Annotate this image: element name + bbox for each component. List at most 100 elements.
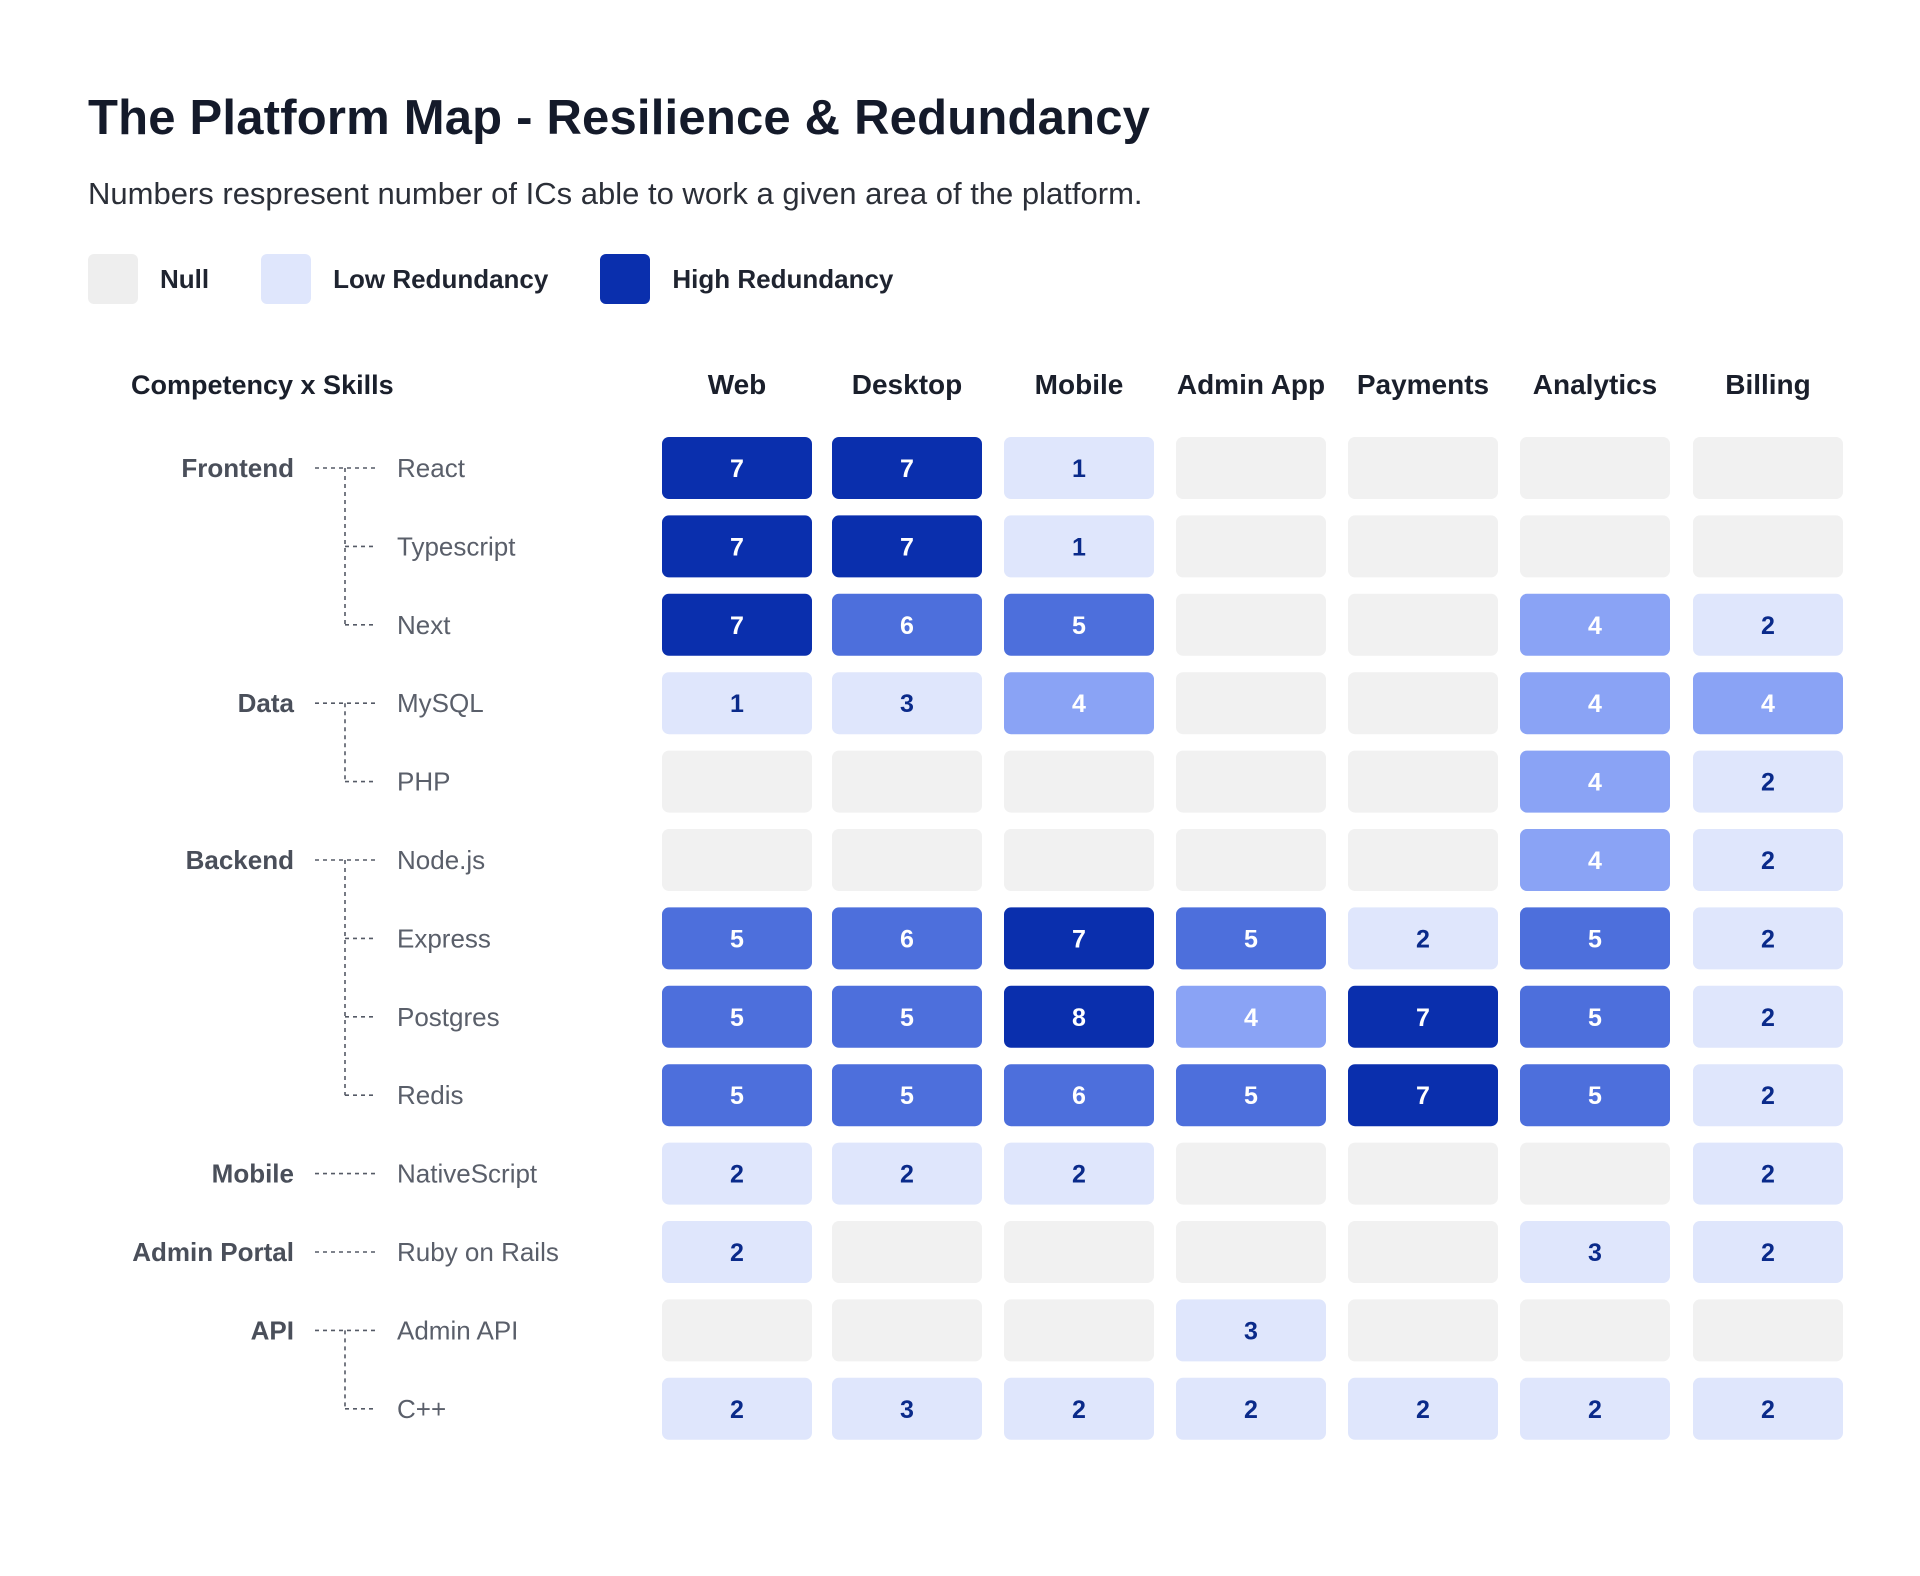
heatmap-cell	[662, 1221, 812, 1283]
row-label: Typescript	[397, 531, 516, 561]
heatmap-cell	[1004, 1377, 1154, 1440]
cell-value-label: 5	[1244, 1082, 1258, 1110]
cell-value-label: 5	[1588, 1082, 1602, 1110]
row-label: C++	[397, 1394, 446, 1424]
cell-value-label: 2	[1761, 1396, 1775, 1424]
cell-value-label: 2	[1761, 612, 1775, 640]
heatmap-cell	[662, 829, 812, 891]
cell-value-label: 2	[1416, 925, 1430, 953]
heatmap-cell	[1004, 829, 1154, 891]
cell-value-label: 4	[1588, 847, 1602, 875]
heatmap-cell	[1348, 985, 1498, 1048]
heatmap-cell	[1004, 750, 1154, 813]
heatmap-cell	[1520, 1299, 1670, 1362]
heatmap-cell	[1348, 1064, 1498, 1127]
cell-value-label: 5	[730, 1082, 744, 1110]
heatmap-cell	[1693, 437, 1843, 499]
heatmap-cell	[832, 1064, 982, 1127]
legend-label-high: High Redundancy	[672, 263, 894, 294]
heatmap-cell	[662, 593, 812, 656]
heatmap-cell	[1176, 907, 1326, 970]
heatmap-cell	[1348, 750, 1498, 813]
heatmap-cell	[1520, 1142, 1670, 1205]
legend: Null Low Redundancy High Redundancy	[88, 254, 945, 304]
cell-value-label: 2	[1761, 847, 1775, 875]
legend-label-low: Low Redundancy	[333, 263, 549, 294]
heatmap-cell	[1004, 907, 1154, 970]
heatmap-cell	[1348, 437, 1498, 499]
cell-value-label: 2	[1072, 1396, 1086, 1424]
heatmap-cell	[1176, 1299, 1326, 1362]
heatmap-cell	[1520, 437, 1670, 499]
row-label: PHP	[397, 767, 450, 797]
cell-value-label: 2	[1588, 1396, 1602, 1424]
cell-value-label: 8	[1072, 1004, 1086, 1032]
column-header: Desktop	[852, 369, 962, 400]
heatmap-cell	[1520, 750, 1670, 813]
legend-swatch-null	[88, 254, 138, 304]
column-header: Analytics	[1533, 369, 1658, 400]
heatmap-cell	[1176, 829, 1326, 891]
cell-value-label: 6	[900, 612, 914, 640]
heatmap-cell	[1520, 1221, 1670, 1283]
heatmap-cell	[1693, 750, 1843, 813]
cell-value-label: 4	[1588, 769, 1602, 797]
row-label: Next	[397, 610, 451, 640]
heatmap-cell	[1348, 593, 1498, 656]
cell-value-label: 3	[1244, 1317, 1258, 1345]
group-label: Frontend	[181, 453, 294, 483]
heatmap-cell	[1348, 1221, 1498, 1283]
row-label: Postgres	[397, 1002, 500, 1032]
heatmap-cell	[1004, 1142, 1154, 1205]
cell-value-label: 2	[900, 1161, 914, 1189]
cell-value-label: 1	[730, 690, 744, 718]
row-label: MySQL	[397, 688, 484, 718]
cell-value-label: 2	[730, 1161, 744, 1189]
heatmap-cell	[1004, 672, 1154, 735]
heatmap-cell	[1693, 1221, 1843, 1283]
cell-value-label: 1	[1072, 455, 1086, 483]
cell-value-label: 4	[1588, 690, 1602, 718]
heatmap-cell	[1176, 593, 1326, 656]
column-header: Admin App	[1177, 369, 1325, 400]
legend-swatch-high	[600, 254, 651, 304]
cell-value-label: 3	[900, 690, 914, 718]
heatmap-cell	[1176, 1142, 1326, 1205]
cell-value-label: 5	[1588, 1004, 1602, 1032]
heatmap-cell	[1004, 437, 1154, 499]
heatmap-cell	[1348, 515, 1498, 578]
cell-value-label: 5	[900, 1082, 914, 1110]
heatmap-cell	[832, 1221, 982, 1283]
cell-value-label: 7	[730, 612, 744, 640]
column-header: Mobile	[1035, 369, 1124, 400]
heatmap-cell	[1176, 1064, 1326, 1127]
row-label: Admin API	[397, 1315, 518, 1345]
heatmap-cell	[1520, 907, 1670, 970]
heatmap-cell	[1176, 985, 1326, 1048]
heatmap-cell	[1520, 1377, 1670, 1440]
heatmap-cell	[832, 515, 982, 578]
group-label: Mobile	[212, 1159, 294, 1189]
heatmap-cell	[1693, 593, 1843, 656]
cell-value-label: 7	[1072, 925, 1086, 953]
heatmap-cell	[1693, 1064, 1843, 1127]
cell-value-label: 6	[900, 925, 914, 953]
cell-value-label: 2	[1761, 1161, 1775, 1189]
cell-value-label: 5	[730, 1004, 744, 1032]
heatmap-cell	[1520, 985, 1670, 1048]
heatmap-cell	[1004, 515, 1154, 578]
cell-value-label: 7	[1416, 1082, 1430, 1110]
heatmap-cell	[1693, 985, 1843, 1048]
heatmap-cell	[1176, 437, 1326, 499]
heatmap-cell	[662, 1142, 812, 1205]
heatmap-cell	[1348, 1142, 1498, 1205]
heatmap-cell	[1693, 515, 1843, 578]
cell-value-label: 4	[1761, 690, 1775, 718]
cell-value-label: 4	[1244, 1004, 1258, 1032]
heatmap-cell	[1004, 1221, 1154, 1283]
cell-value-label: 3	[900, 1396, 914, 1424]
cell-value-label: 7	[900, 455, 914, 483]
heatmap-cell	[1693, 1142, 1843, 1205]
heatmap-cell	[1348, 1299, 1498, 1362]
